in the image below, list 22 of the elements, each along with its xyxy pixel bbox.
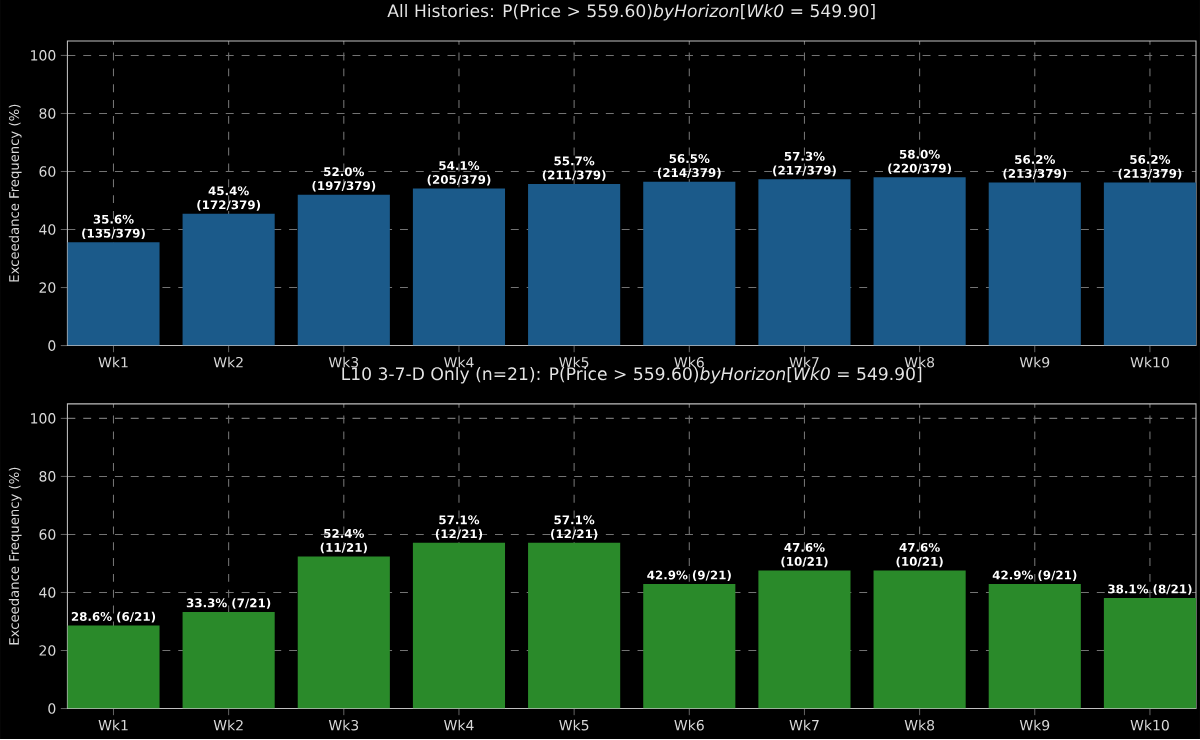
bar bbox=[297, 195, 390, 347]
bar bbox=[412, 543, 506, 710]
bar bbox=[1103, 598, 1196, 710]
bar bbox=[643, 182, 736, 347]
bar bbox=[528, 184, 621, 347]
bar bbox=[67, 242, 160, 347]
bar bbox=[297, 557, 390, 710]
bar bbox=[873, 177, 966, 347]
bar bbox=[182, 612, 275, 710]
bar bbox=[182, 214, 275, 347]
bar bbox=[873, 570, 966, 710]
bar bbox=[758, 179, 851, 347]
bar bbox=[412, 189, 506, 347]
bar bbox=[1103, 183, 1196, 347]
chart-title: All Histories: P(Price > 559.60)byHorizon[Wk0 = 549.90] bbox=[387, 4, 875, 22]
bar bbox=[67, 626, 160, 710]
chart-title: L10 3-7-D Only (n=21): P(Price > 559.60)byHorizon[Wk0 = 549.90] bbox=[342, 367, 922, 385]
bar bbox=[988, 584, 1081, 710]
bar bbox=[988, 183, 1081, 347]
bar bbox=[528, 543, 621, 710]
bar bbox=[758, 570, 851, 710]
bar bbox=[643, 584, 736, 710]
